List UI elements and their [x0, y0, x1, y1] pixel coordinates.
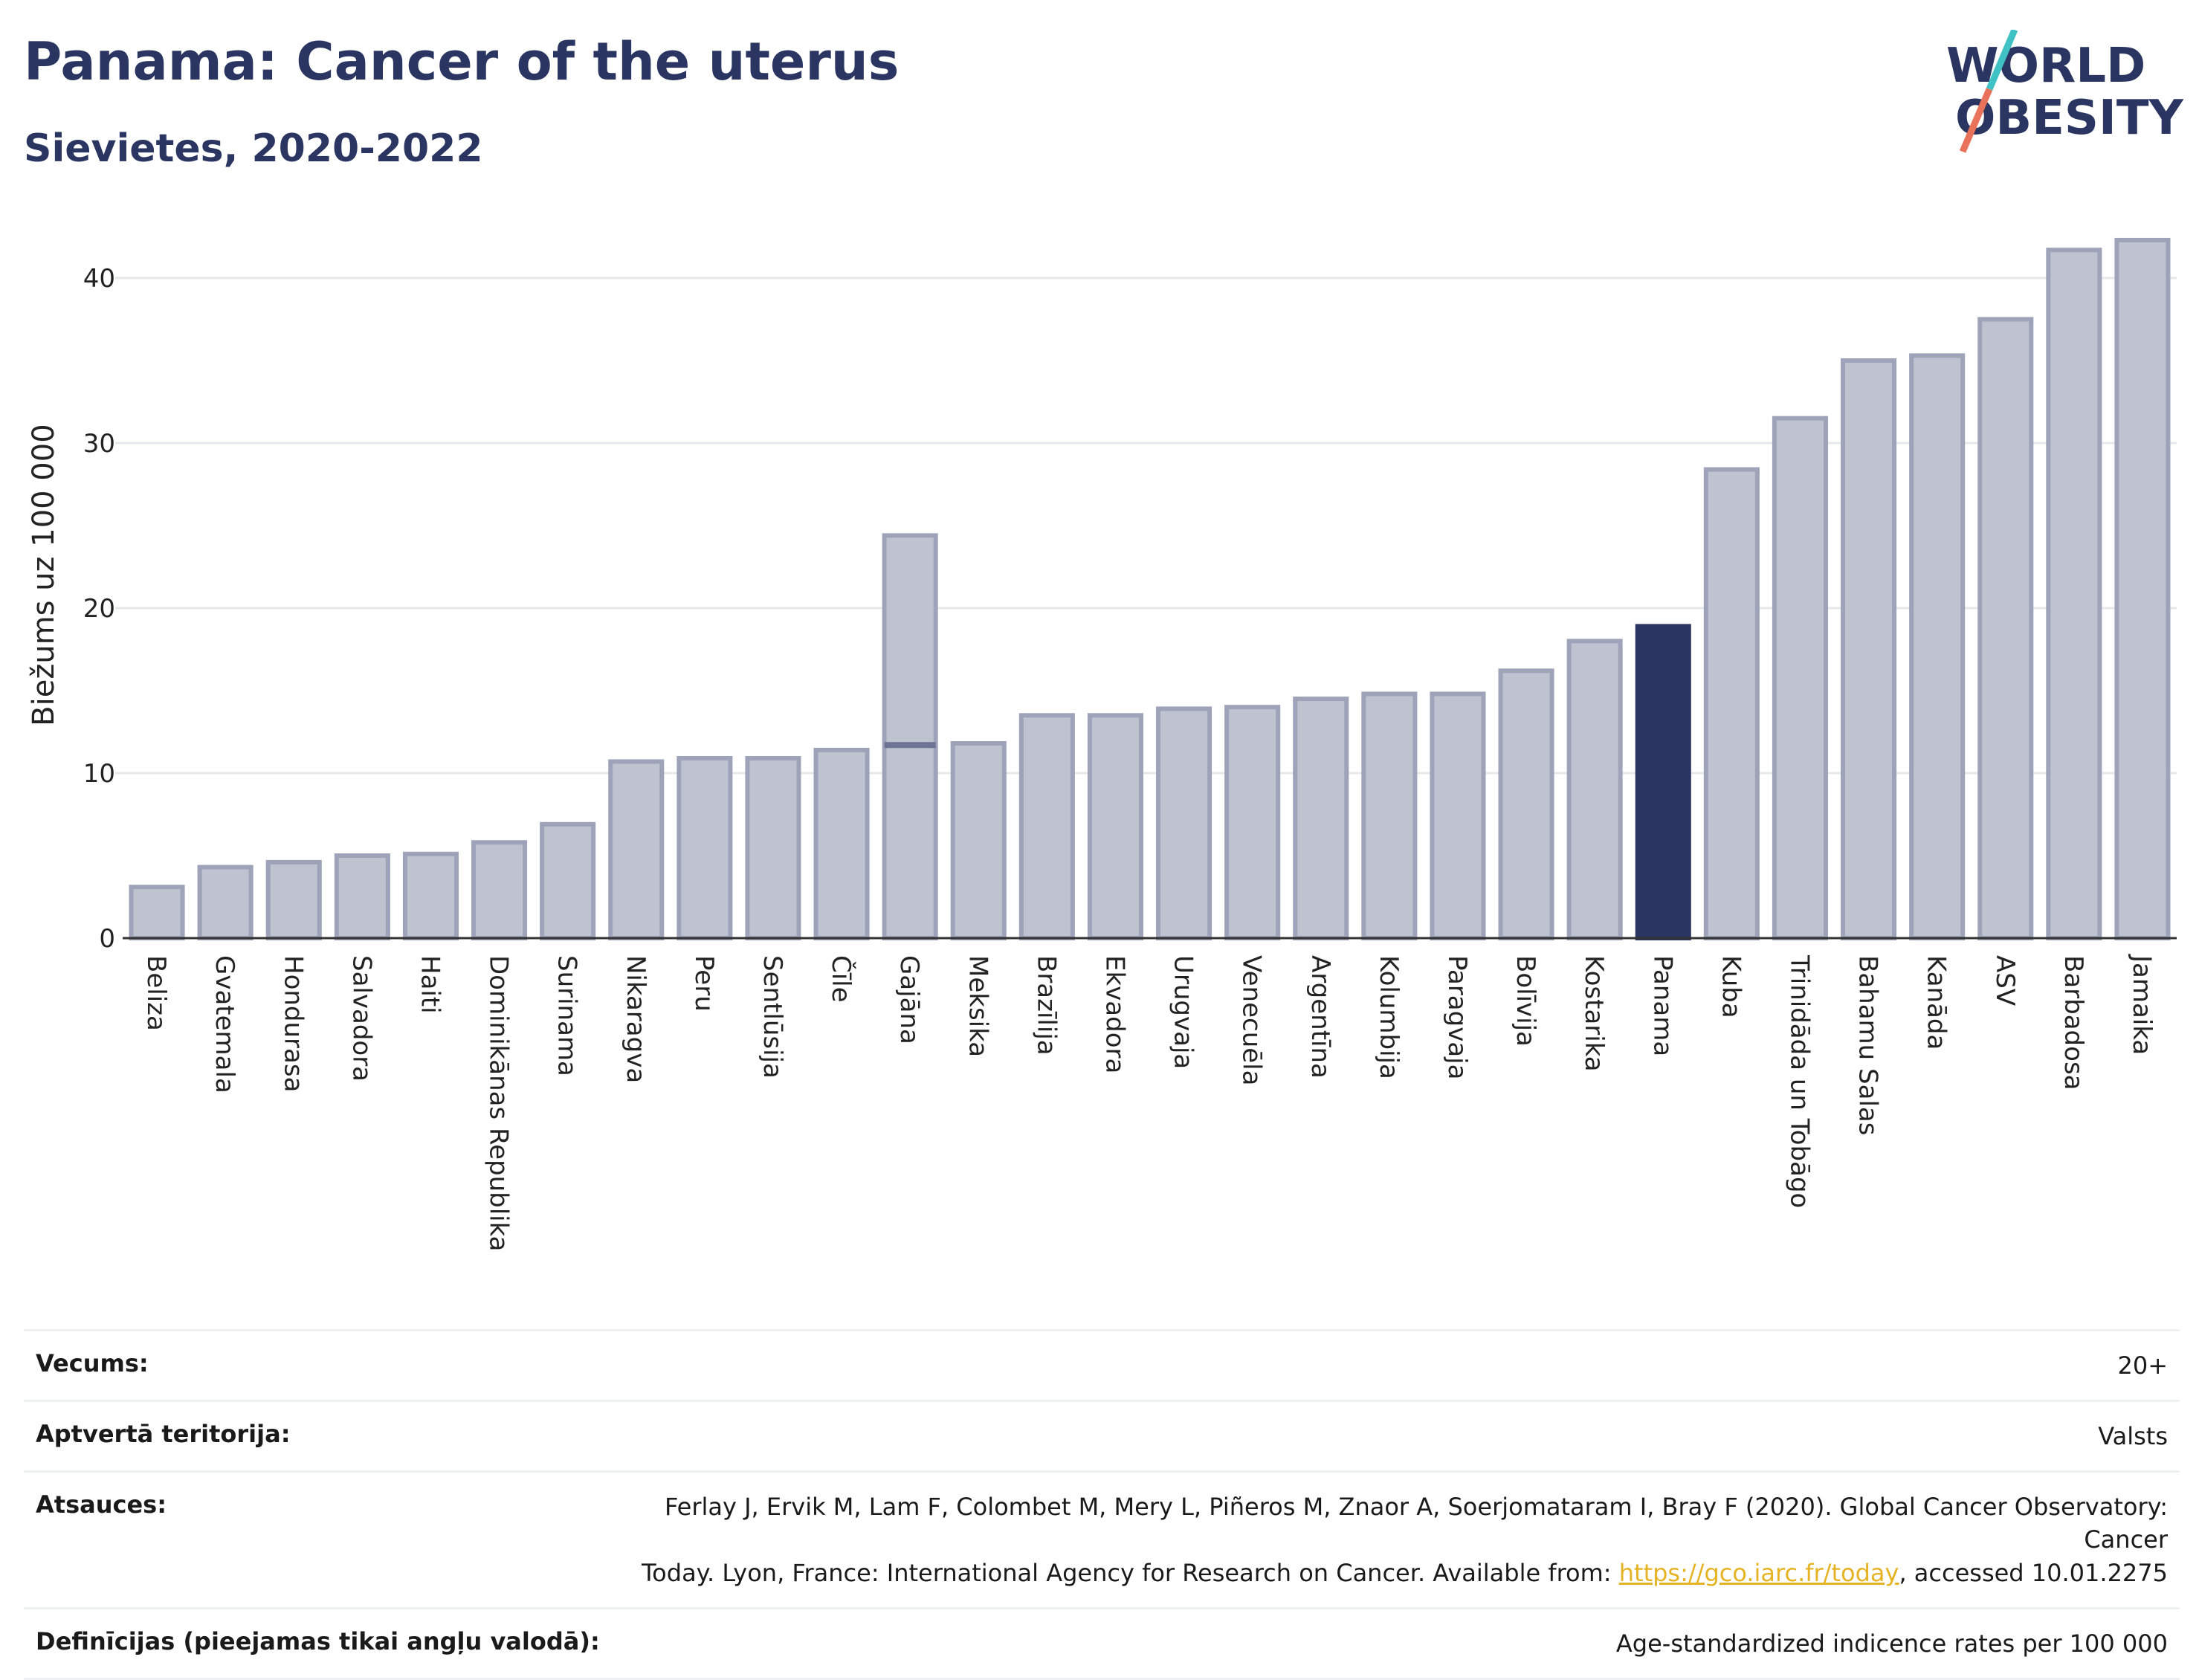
bar-23 — [1635, 624, 1691, 940]
x-tick-label: Brazīlija — [1031, 955, 1061, 1056]
bars — [129, 237, 2171, 941]
x-tick-label: Ekvadora — [1100, 955, 1129, 1073]
reference-accessed: , accessed 10.01.2275 — [1899, 1558, 2168, 1587]
bar-21 — [1498, 668, 1554, 940]
x-tick-label: Beliza — [141, 955, 171, 1031]
logo-line1: WORLD — [1946, 39, 2145, 94]
x-tick-label: Meksika — [963, 955, 992, 1057]
x-tick-label: Jamaika — [2127, 954, 2157, 1055]
x-tick-label: Venecuēla — [1237, 955, 1267, 1085]
x-tick-label: Kanāda — [1922, 955, 1951, 1050]
bar-25 — [1772, 416, 1828, 940]
y-tick-label: 10 — [83, 759, 115, 789]
x-axis: Beliza Gvatemala Hondurasa Salvadora Haiti Do… — [123, 937, 2177, 1252]
meta-key: Vecums: — [24, 1328, 612, 1403]
bar-1 — [129, 885, 185, 941]
bar-7 — [540, 821, 596, 940]
x-tick-label: Barbadosa — [2058, 955, 2088, 1091]
x-tick-label: Bolīvija — [1511, 955, 1540, 1047]
x-tick-label: Sentlūsija — [758, 955, 787, 1079]
bar-13 — [950, 741, 1007, 940]
bar-20 — [1430, 691, 1486, 940]
x-tick-label: Gajāna — [894, 955, 924, 1044]
bar-22 — [1566, 639, 1623, 941]
x-tick-label: Salvadora — [346, 955, 376, 1082]
x-tick-label: Paragvaja — [1442, 955, 1472, 1079]
y-tick-label: 40 — [83, 264, 115, 294]
chart-subtitle: Sievietes, 2020-2022 — [24, 126, 483, 171]
bar-14 — [1018, 713, 1075, 940]
bar-19 — [1361, 691, 1418, 940]
meta-key: Atsauces: — [24, 1470, 612, 1609]
reference-link[interactable]: https://gco.iarc.fr/today — [1618, 1558, 1899, 1587]
meta-key: Aptvertā teritorija: — [24, 1400, 612, 1473]
x-tick-label: Haiti — [415, 955, 445, 1014]
bar-27 — [1909, 353, 1966, 940]
logo-slash-bottom — [1959, 88, 1993, 153]
y-tick-label: 20 — [83, 594, 115, 624]
bar-8 — [608, 759, 665, 940]
meta-row-references: Atsauces: Ferlay J, Ervik M, Lam F, Colo… — [24, 1470, 2180, 1609]
x-tick-label: Kuba — [1716, 955, 1746, 1018]
x-tick-label: Surinama — [552, 955, 582, 1076]
bar-3 — [265, 859, 322, 941]
reference-line-1: Ferlay J, Ervik M, Lam F, Colombet M, Me… — [665, 1493, 2168, 1554]
bar-2 — [197, 865, 254, 941]
bar-5 — [402, 851, 459, 941]
meta-value: Ferlay J, Ervik M, Lam F, Colombet M, Me… — [611, 1470, 2180, 1609]
bar-16 — [1156, 706, 1212, 940]
x-tick-label: Hondurasa — [278, 955, 308, 1092]
bar-24 — [1703, 467, 1760, 940]
x-tick-label: Gvatemala — [210, 955, 239, 1093]
meta-value: Valsts — [611, 1400, 2180, 1473]
x-tick-label: Trinidāda un Tobāgo — [1784, 954, 1814, 1208]
bar-chart: 0 10 20 30 40 Beliza Gvatemala Hondurasa Salvad… — [27, 237, 2177, 1252]
x-tick-label: Panama — [1647, 955, 1677, 1056]
x-tick-label: Čīle — [826, 955, 856, 1003]
x-tick-label: Argentīna — [1305, 955, 1335, 1079]
bar-15 — [1087, 713, 1143, 940]
meta-row-age: Vecums: 20+ — [24, 1328, 2180, 1403]
world-obesity-logo: WORLD OBESITY — [1946, 30, 2183, 153]
y-tick-label: 30 — [83, 429, 115, 459]
metadata-table: Vecums: 20+ Aptvertā teritorija: Valsts … — [24, 1328, 2180, 1680]
x-tick-label: Urugvaja — [1169, 955, 1198, 1069]
gridlines — [115, 277, 2177, 775]
meta-value: 20+ — [611, 1328, 2180, 1403]
meta-row-definitions: Definīcijas (pieejamas tikai angļu valod… — [24, 1606, 2180, 1680]
meta-row-area: Aptvertā teritorija: Valsts — [24, 1400, 2180, 1473]
bar-28 — [1977, 317, 2034, 940]
bar-4 — [334, 853, 390, 940]
chart-title: Panama: Cancer of the uterus — [24, 31, 900, 92]
reference-line-2: Today. Lyon, France: International Agenc… — [642, 1558, 1619, 1587]
bar-17 — [1224, 705, 1281, 940]
y-axis: 0 10 20 30 40 — [83, 264, 115, 954]
y-tick-label: 0 — [99, 924, 115, 954]
logo-line2: OBESITY — [1955, 91, 2183, 146]
logo-slash-top — [1986, 30, 2018, 91]
x-tick-label: Nikaragva — [621, 955, 650, 1083]
x-tick-label: Bahamu Salas — [1853, 955, 1883, 1135]
x-tick-label: Dominikānas Republika — [484, 955, 514, 1252]
x-tick-label: Kolumbija — [1374, 955, 1404, 1079]
bar-29 — [2046, 248, 2102, 940]
bar-10 — [745, 756, 801, 941]
meta-key: Definīcijas (pieejamas tikai angļu valod… — [24, 1606, 612, 1680]
bar-11 — [813, 747, 870, 940]
x-tick-label: Kostarika — [1579, 955, 1609, 1072]
y-axis-label: Biežums uz 100 000 — [27, 424, 61, 726]
bar-12 — [882, 533, 938, 940]
meta-value: Age-standardized indicence rates per 100… — [611, 1606, 2180, 1680]
bar-6 — [471, 840, 528, 940]
bar-30 — [2114, 237, 2171, 940]
bar-18 — [1293, 697, 1349, 940]
x-tick-label: ASV — [1990, 955, 2020, 1006]
bar-9 — [677, 756, 733, 941]
x-tick-label: Peru — [689, 955, 719, 1012]
bar-26 — [1841, 358, 1897, 940]
